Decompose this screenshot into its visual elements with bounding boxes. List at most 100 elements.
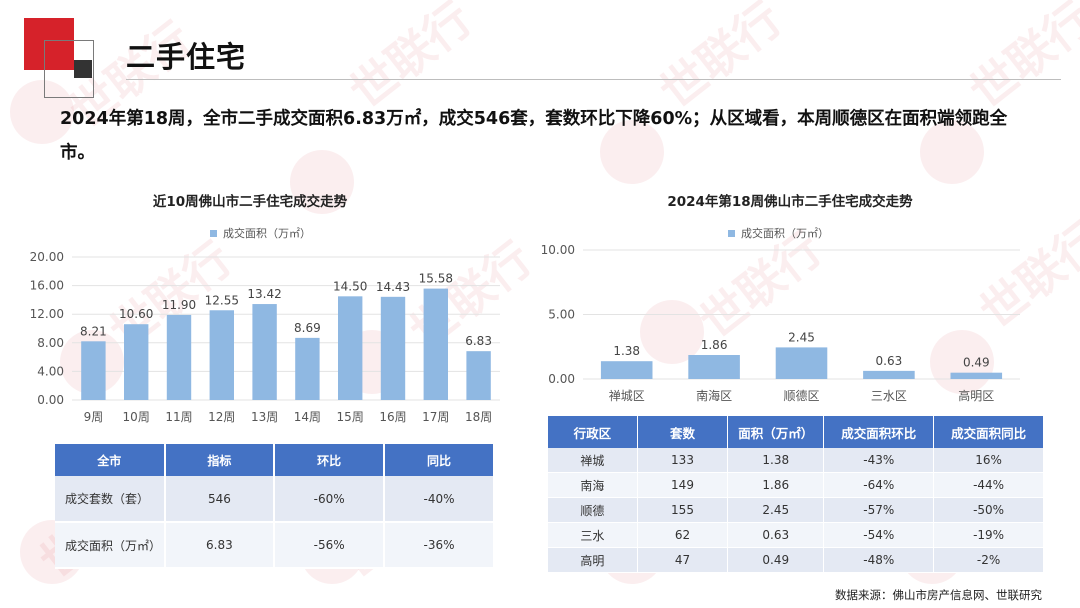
chart2-svg: 0.00 5.00 10.00 1.38 禅城区 1.86 南海区 2.45 顺德区 0.63 三水…: [541, 243, 1020, 403]
table-cell: 0.63: [727, 522, 825, 548]
table-cell: 顺德: [548, 497, 638, 523]
x-tick-label: 16周: [379, 410, 406, 424]
table-row: 禅城 133 1.38 -43% 16%: [548, 448, 1044, 473]
bar: [466, 351, 491, 400]
table-cell: -54%: [823, 522, 935, 548]
data-source-note: 数据来源：佛山市房产信息网、世联研究: [835, 588, 1042, 602]
y-tick-label: 5.00: [548, 308, 575, 322]
bar: [863, 370, 915, 379]
y-tick-label: 8.00: [37, 336, 64, 350]
y-tick-label: 20.00: [30, 250, 64, 264]
chart1-svg: 0.00 4.00 8.00 12.00 16.00 20.00 8.21 9周 10.60 10…: [30, 250, 500, 424]
table-cell: 6.83: [164, 522, 276, 569]
chart2-legend-label: 成交面积（万㎡）: [741, 227, 829, 240]
bar: [380, 296, 406, 400]
legend-swatch: [210, 229, 217, 237]
table-cell: -60%: [274, 476, 386, 523]
table-cell: -57%: [823, 497, 935, 523]
x-tick-label: 13周: [251, 410, 278, 424]
table-row: 南海 149 1.86 -64% -44%: [548, 472, 1044, 498]
bar: [295, 337, 320, 400]
x-tick-label: 12周: [208, 410, 235, 424]
data-label: 10.60: [119, 307, 153, 321]
table-cell: -43%: [823, 448, 935, 473]
table-cell: 成交面积（万㎡）: [55, 522, 166, 569]
x-tick-label: 禅城区: [609, 389, 645, 403]
table-header: 行政区: [548, 416, 638, 448]
data-label: 8.21: [80, 324, 107, 338]
data-label: 6.83: [465, 334, 492, 348]
data-label: 15.58: [419, 272, 453, 286]
table-cell: -2%: [933, 547, 1044, 573]
table-cell: 2.45: [727, 497, 825, 523]
table-header: 同比: [384, 444, 495, 476]
table-row: 高明 47 0.49 -48% -2%: [548, 547, 1044, 573]
data-label: 12.55: [205, 293, 239, 307]
y-tick-label: 0.00: [548, 372, 575, 386]
table-header: 环比: [274, 444, 386, 476]
bar: [338, 296, 363, 400]
x-tick-label: 南海区: [696, 388, 732, 403]
bar: [166, 314, 192, 400]
x-tick-label: 18周: [465, 410, 492, 424]
y-tick-label: 0.00: [37, 393, 64, 407]
data-label: 2.45: [788, 330, 815, 344]
table-cell: -64%: [823, 472, 935, 498]
city-summary-table: 全市 指标 环比 同比 成交套数（套） 546 -60% -40% 成交面积（万…: [55, 444, 495, 569]
table-cell: -50%: [933, 497, 1044, 523]
x-tick-label: 顺德区: [783, 388, 819, 403]
table-header: 成交面积环比: [823, 416, 935, 448]
table-cell: 47: [637, 547, 729, 573]
chart1-title: 近10周佛山市二手住宅成交走势: [152, 194, 348, 210]
bar: [81, 341, 106, 400]
data-label: 0.49: [963, 356, 990, 370]
table-cell: 1.86: [727, 472, 825, 498]
x-tick-label: 10周: [123, 410, 150, 424]
bar: [423, 288, 448, 400]
x-tick-label: 高明区: [958, 388, 994, 403]
table-cell: -48%: [823, 547, 935, 573]
bar: [950, 372, 1003, 379]
data-label: 11.90: [162, 298, 196, 312]
table-header: 面积（万㎡）: [727, 416, 825, 448]
bar: [600, 361, 653, 379]
table-row: 三水 62 0.63 -54% -19%: [548, 522, 1044, 548]
table-cell: 成交套数（套）: [55, 476, 166, 523]
table-cell: -56%: [274, 522, 386, 569]
x-tick-label: 9周: [84, 410, 104, 424]
data-label: 0.63: [876, 354, 903, 368]
logo-red-block: [24, 18, 74, 70]
table-header: 套数: [637, 416, 729, 448]
table-row: 顺德 155 2.45 -57% -50%: [548, 497, 1044, 523]
data-label: 1.38: [613, 344, 640, 358]
district-table: 行政区 套数 面积（万㎡） 成交面积环比 成交面积同比 禅城 133 1.38 …: [548, 416, 1044, 573]
table-header: 全市: [55, 444, 166, 476]
x-tick-label: 三水区: [871, 389, 907, 403]
table-cell: -44%: [933, 472, 1044, 498]
legend-swatch: [728, 229, 735, 237]
table-cell: 16%: [933, 448, 1044, 473]
bar: [252, 304, 277, 400]
table-header: 成交面积同比: [933, 416, 1044, 448]
chart2-legend: 成交面积（万㎡）: [728, 225, 829, 241]
table-row: 成交面积（万㎡） 6.83 -56% -36%: [55, 522, 495, 569]
table-cell: 三水: [548, 522, 638, 548]
chart1-legend: 成交面积（万㎡）: [210, 225, 311, 241]
table-cell: 155: [637, 497, 729, 523]
x-tick-label: 15周: [337, 410, 364, 424]
chart1-legend-label: 成交面积（万㎡）: [223, 227, 311, 240]
y-tick-label: 12.00: [30, 307, 64, 321]
table-cell: -36%: [384, 522, 495, 569]
table-header: 指标: [164, 444, 276, 476]
y-tick-label: 4.00: [37, 364, 64, 378]
table-row: 成交套数（套） 546 -60% -40%: [55, 476, 495, 523]
table-cell: 1.38: [727, 448, 825, 473]
x-tick-label: 14周: [294, 410, 321, 424]
bar: [775, 347, 828, 379]
table-cell: -40%: [384, 476, 495, 523]
table-cell: 南海: [548, 472, 638, 498]
table-cell: 62: [637, 522, 729, 548]
table-cell: -19%: [933, 522, 1044, 548]
y-tick-label: 16.00: [30, 279, 64, 293]
data-label: 8.69: [294, 321, 321, 335]
